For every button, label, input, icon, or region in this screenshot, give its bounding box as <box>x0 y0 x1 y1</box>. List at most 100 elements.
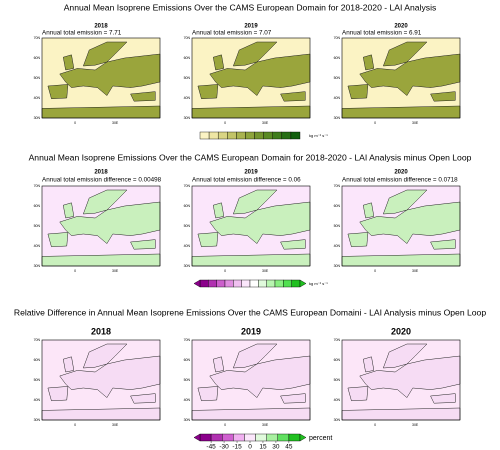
lat-label: 40N <box>184 398 191 402</box>
lon-label: 30E <box>262 121 269 125</box>
colorbar-box <box>210 433 223 442</box>
map-land <box>341 253 461 267</box>
map-land <box>212 54 225 71</box>
map-frame <box>341 339 461 421</box>
lat-label: 30N <box>184 264 191 268</box>
map-land <box>430 91 456 102</box>
lat-label: 70N <box>334 338 341 342</box>
map-land <box>347 84 369 100</box>
colorbar-box <box>277 433 290 442</box>
map-land <box>209 53 311 96</box>
lat-label: 30N <box>34 264 41 268</box>
map-land <box>82 343 128 369</box>
lat-label: 50N <box>334 76 341 80</box>
lat-label: 60N <box>34 56 41 60</box>
lat-label: 50N <box>184 224 191 228</box>
colorbar-box <box>290 131 301 140</box>
lon-label: 30E <box>412 121 419 125</box>
lat-label: 40N <box>184 96 191 100</box>
lat-label: 30N <box>34 116 41 120</box>
panel-annotation: Annual total emission difference = 0.004… <box>42 177 162 184</box>
lon-label: 30E <box>262 423 269 427</box>
colorbar-box <box>281 131 292 140</box>
map-land <box>62 202 75 219</box>
map-land <box>130 91 156 102</box>
colorbar-box <box>217 131 228 140</box>
lat-label: 30N <box>184 116 191 120</box>
lat-label: 40N <box>334 96 341 100</box>
map-land <box>47 232 69 248</box>
lon-label: 30E <box>412 423 419 427</box>
colorbar-box <box>288 433 301 442</box>
colorbar-end <box>299 433 307 442</box>
lat-label: 40N <box>334 398 341 402</box>
map-land <box>62 54 75 71</box>
lat-label: 60N <box>34 358 41 362</box>
lon-label: 30E <box>412 269 419 273</box>
colorbar-box <box>245 131 255 140</box>
map-land <box>130 239 156 250</box>
row-title: Relative Difference in Annual Mean Isopr… <box>14 307 486 317</box>
map-land <box>47 386 69 402</box>
panel-year: 2019 <box>244 24 258 30</box>
map-land <box>191 253 311 267</box>
map-frame <box>191 339 311 421</box>
lat-label: 30N <box>34 418 41 422</box>
map-frame <box>341 37 461 119</box>
map-land <box>430 239 456 250</box>
colorbar-tick-label: 30 <box>272 444 280 450</box>
map-land <box>347 232 369 248</box>
colorbar-box <box>224 279 234 288</box>
map-land <box>359 355 461 398</box>
lon-label: 30E <box>112 121 119 125</box>
colorbar-box <box>291 279 301 288</box>
colorbar-box <box>249 279 259 288</box>
map-land <box>82 41 128 67</box>
lat-label: 40N <box>184 244 191 248</box>
map-land <box>82 189 128 215</box>
colorbar-box <box>208 131 219 140</box>
map-land <box>197 84 219 100</box>
colorbar-box <box>263 131 273 140</box>
lat-label: 40N <box>34 398 41 402</box>
panel-annotation: Annual total emission = 6.91 <box>342 30 422 37</box>
lat-label: 70N <box>34 338 41 342</box>
lat-label: 40N <box>34 96 41 100</box>
map-land <box>362 54 375 71</box>
lat-label: 50N <box>184 378 191 382</box>
lat-label: 30N <box>334 116 341 120</box>
lon-label: 0 <box>224 121 226 125</box>
map-land <box>280 239 306 250</box>
panel-annotation: Annual total emission = 7.71 <box>42 30 122 37</box>
lat-label: 30N <box>334 418 341 422</box>
lon-label: 0 <box>224 269 226 273</box>
map-land <box>280 91 306 102</box>
panel-year: 2018 <box>94 24 108 30</box>
lat-label: 60N <box>184 204 191 208</box>
colorbar-box <box>208 279 217 288</box>
map-land <box>212 202 225 219</box>
panel-year: 2020 <box>394 170 408 176</box>
lat-label: 70N <box>34 36 41 40</box>
colorbar-box <box>222 433 234 442</box>
colorbar-box <box>216 279 226 288</box>
panel-year: 2018 <box>94 170 108 176</box>
panel-year: 2019 <box>241 326 261 336</box>
colorbar-tick-label: -30 <box>219 444 229 450</box>
map-land <box>382 41 428 67</box>
colorbar-tick-label: 0 <box>248 444 252 450</box>
map-land <box>232 189 278 215</box>
colorbar-box <box>255 433 267 442</box>
colorbar-box <box>199 433 212 442</box>
panel-annotation: Annual total emission difference = 0.06 <box>192 177 301 184</box>
panel-year: 2018 <box>91 326 111 336</box>
map-land <box>191 105 311 119</box>
map-land <box>382 343 428 369</box>
panel-annotation: Annual total emission difference = 0.071… <box>342 177 458 184</box>
lon-label: 0 <box>224 423 226 427</box>
colorbar-box <box>254 131 264 140</box>
colorbar-tick-label: 45 <box>285 444 293 450</box>
colorbar-box <box>233 433 245 442</box>
map-land <box>191 407 311 421</box>
lon-label: 0 <box>74 269 76 273</box>
